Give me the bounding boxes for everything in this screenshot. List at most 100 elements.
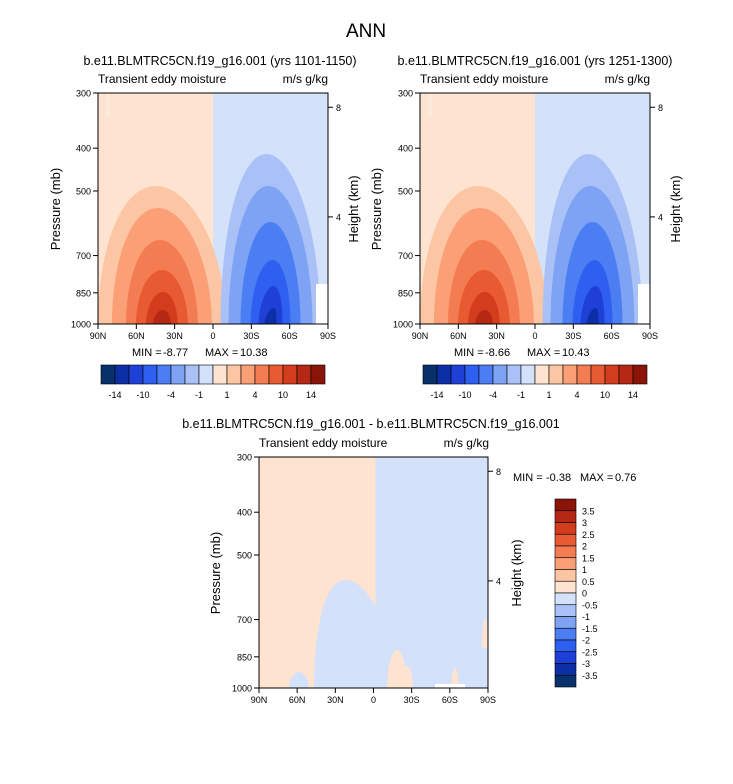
colorbar-swatch xyxy=(268,364,284,385)
colorbar-label: -14 xyxy=(430,390,443,400)
panel-2: b.e11.BLMTRC5CN.f19_g16.001 (yrs 1251-13… xyxy=(369,54,683,400)
height-tick-label: 8 xyxy=(336,103,341,113)
contour-level-neg-1 xyxy=(586,308,599,324)
colorbar-swatch xyxy=(450,364,466,385)
colorbar-swatch xyxy=(554,592,577,606)
panel-3: b.e11.BLMTRC5CN.f19_g16.001 - b.e11.BLMT… xyxy=(182,417,636,705)
x-tick-label: 60S xyxy=(282,331,298,341)
x-tick-label: 60N xyxy=(289,695,306,705)
panel-1-title: b.e11.BLMTRC5CN.f19_g16.001 (yrs 1101-11… xyxy=(83,54,356,68)
colorbar-label: -1 xyxy=(195,390,203,400)
colorbar-label: 2 xyxy=(582,542,587,552)
colorbar-label: 1 xyxy=(582,565,587,575)
colorbar-swatch xyxy=(554,627,577,641)
panel-3-left-label: Transient eddy moisture xyxy=(259,436,388,450)
panel-3-min-label: MIN = xyxy=(513,472,543,484)
colorbar-swatch xyxy=(554,616,577,629)
contour-level-pos-5 xyxy=(145,292,178,324)
missing-data-mask xyxy=(435,684,465,688)
contour-level-neg-0 xyxy=(395,528,419,648)
contour-fill xyxy=(259,457,488,688)
colorbar-swatch xyxy=(618,364,634,385)
colorbar-label: -1 xyxy=(582,612,590,622)
colorbar-swatch xyxy=(156,364,172,385)
colorbar-swatch xyxy=(534,364,550,385)
x-tick-label: 90S xyxy=(320,331,336,341)
colorbar-label: -2 xyxy=(582,636,590,646)
colorbar-swatch xyxy=(554,674,577,688)
colorbar-swatch xyxy=(520,364,536,385)
panel-3-colorbar: 3.5 3 2.5 21.5 1 0.5 0-0.5 -1 -1.5 -2-2.5 -3 -3.5 xyxy=(554,498,598,688)
colorbar-label: -10 xyxy=(136,390,149,400)
x-tick-label: 0 xyxy=(532,331,537,341)
contour-level-neg-2 xyxy=(580,286,605,324)
panel-2-title: b.e11.BLMTRC5CN.f19_g16.001 (yrs 1251-13… xyxy=(398,54,673,68)
colorbar-swatch xyxy=(506,364,522,385)
x-tick-label: 60N xyxy=(128,331,145,341)
colorbar-label: -3.5 xyxy=(582,671,598,681)
y-tick-label: 300 xyxy=(398,89,413,99)
colorbar-swatch xyxy=(554,663,577,676)
x-tick-label: 60S xyxy=(442,695,458,705)
x-tick-label: 60S xyxy=(604,331,620,341)
colorbar-swatch xyxy=(548,364,564,385)
panel-1-max-value: 10.38 xyxy=(240,347,268,359)
contour-level-pos-0 xyxy=(451,668,459,688)
colorbar-swatch xyxy=(422,364,438,385)
y-tick-label: 850 xyxy=(237,652,252,662)
panel-1: b.e11.BLMTRC5CN.f19_g16.001 (yrs 1101-11… xyxy=(48,54,361,400)
panel-3-max-label: MAX = xyxy=(580,472,613,484)
height-tick-label: 8 xyxy=(496,467,501,477)
colorbar-swatch xyxy=(590,364,606,385)
contour-level-pos-6 xyxy=(475,310,493,324)
colorbar-swatch xyxy=(492,364,508,385)
colorbar-label: -10 xyxy=(458,390,471,400)
x-tick-label: 30S xyxy=(565,331,581,341)
colorbar-label: 0 xyxy=(582,589,587,599)
colorbar-swatch xyxy=(100,364,116,385)
contour-level-neg-0 xyxy=(317,642,341,688)
colorbar-label: 3 xyxy=(582,518,587,528)
colorbar-label: 10 xyxy=(278,390,288,400)
y-tick-label: 850 xyxy=(398,288,413,298)
y-tick-label: 500 xyxy=(76,187,91,197)
panel-1-colorbar: -14 -10 -4 -1 1 4 10 14 xyxy=(100,364,326,400)
y-tick-label: 300 xyxy=(237,453,252,463)
colorbar-swatch xyxy=(114,364,130,385)
contour-level-pos-0 xyxy=(106,93,110,117)
colorbar-label: 2.5 xyxy=(582,530,595,540)
height-tick-label: 4 xyxy=(658,212,663,222)
colorbar-swatch xyxy=(310,364,326,385)
panel-2-max-label: MAX = xyxy=(527,347,560,359)
colorbar-swatch xyxy=(554,569,577,582)
colorbar-swatch xyxy=(254,364,270,385)
x-tick-label: 90N xyxy=(90,331,107,341)
colorbar-label: 14 xyxy=(306,390,316,400)
contour-level-neg-0 xyxy=(375,457,488,688)
colorbar-swatch xyxy=(554,639,577,653)
y-tick-label: 700 xyxy=(76,251,91,261)
colorbar-swatch xyxy=(632,364,648,385)
colorbar-swatch xyxy=(464,364,480,385)
contour-level-pos-0 xyxy=(428,93,432,117)
height-tick-label: 4 xyxy=(496,576,501,586)
x-tick-label: 30N xyxy=(166,331,183,341)
colorbar-label: -2.5 xyxy=(582,647,598,657)
colorbar-swatch xyxy=(184,364,200,385)
colorbar-swatch xyxy=(554,545,577,559)
panel-2-min-label: MIN = xyxy=(454,347,484,359)
colorbar-label: 0.5 xyxy=(582,577,595,587)
colorbar-swatch xyxy=(604,364,620,385)
panel-1-left-label: Transient eddy moisture xyxy=(98,72,227,86)
panel-3-units: m/s g/kg xyxy=(444,436,489,450)
panel-3-ylabel: Pressure (mb) xyxy=(208,532,223,614)
colorbar-swatch xyxy=(554,498,577,512)
colorbar-swatch xyxy=(212,364,228,385)
panel-2-max-value: 10.43 xyxy=(562,347,590,359)
colorbar-swatch xyxy=(128,364,144,385)
x-tick-label: 90S xyxy=(642,331,658,341)
panel-3-title: b.e11.BLMTRC5CN.f19_g16.001 - b.e11.BLMT… xyxy=(182,417,560,431)
